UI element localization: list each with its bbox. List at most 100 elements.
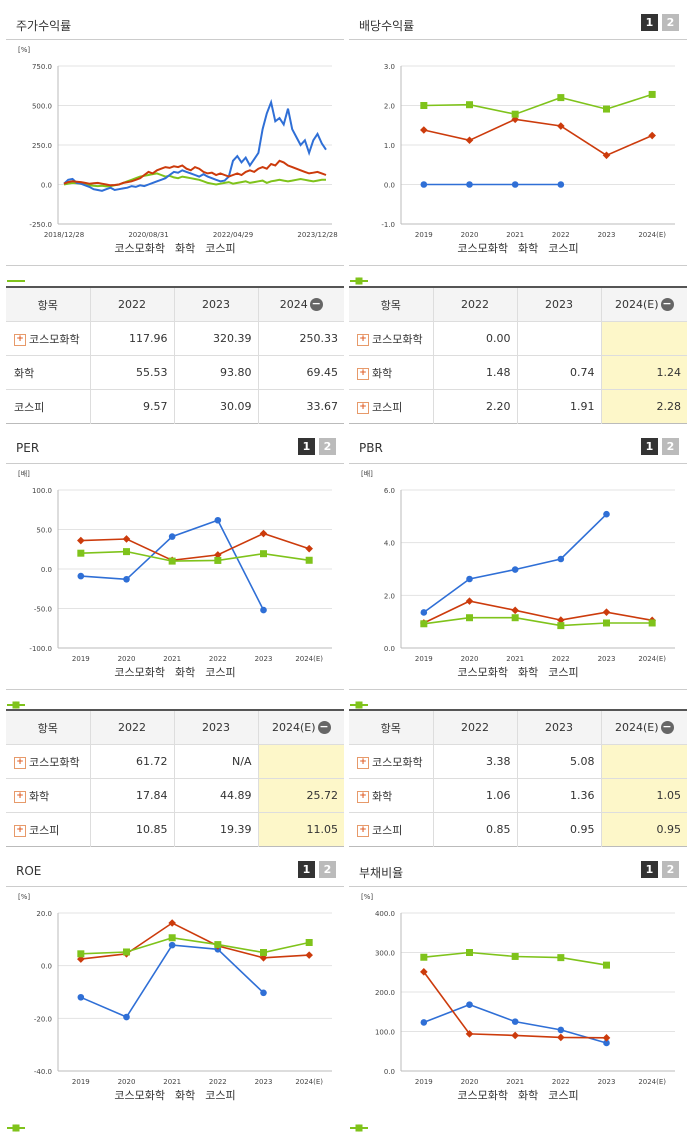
collapse-icon[interactable]: − — [309, 297, 323, 312]
legend-item-market: 코스피 — [350, 240, 579, 285]
x-tick-label: 2019 — [415, 655, 433, 663]
expand-icon[interactable]: + — [357, 756, 369, 769]
legend-label: 코스모화학 — [114, 242, 165, 255]
view-button-1[interactable]: 1 — [641, 438, 658, 455]
legend-label: 코스모화학 — [114, 1089, 165, 1102]
x-tick-label: 2021 — [506, 655, 524, 663]
expand-icon[interactable]: + — [14, 333, 26, 346]
view-button-1[interactable]: 1 — [298, 438, 315, 455]
row-label: 코스모화학 — [29, 755, 80, 769]
data-point-industry — [77, 955, 85, 963]
y-tick-label: 100.0 — [375, 1029, 395, 1037]
divider — [349, 39, 687, 40]
view-toggle: 1 2 — [298, 861, 336, 878]
expand-icon[interactable]: + — [14, 756, 26, 769]
column-header-label: 2024(E) — [614, 297, 659, 311]
expand-icon[interactable]: + — [14, 824, 26, 837]
row-label-cell[interactable]: + 화학 — [6, 778, 90, 813]
row-label-cell[interactable]: + 코스피 — [349, 812, 433, 847]
view-button-2[interactable]: 2 — [662, 861, 679, 878]
value-cell: 1.24 — [600, 355, 687, 390]
row-label-cell[interactable]: + 코스모화학 — [6, 321, 90, 356]
row-label-cell[interactable]: + 코스모화학 — [349, 744, 433, 779]
column-header: 2024(E) − — [600, 287, 687, 322]
legend-label: 코스모화학 — [457, 242, 508, 255]
view-button-1[interactable]: 1 — [298, 861, 315, 878]
value-cell: 1.36 — [516, 778, 601, 813]
data-point-company — [466, 575, 473, 583]
y-tick-label: 4.0 — [384, 540, 395, 548]
expand-icon[interactable]: + — [357, 333, 369, 346]
row-label-cell[interactable]: + 화학 — [349, 778, 433, 813]
collapse-icon[interactable]: − — [317, 720, 331, 735]
data-point-company — [511, 181, 519, 188]
y-tick-label: 1.0 — [384, 142, 395, 150]
column-header: 항목 — [349, 710, 433, 745]
legend-swatch-icon — [350, 1124, 368, 1132]
view-button-2[interactable]: 2 — [319, 861, 336, 878]
expand-icon[interactable]: + — [14, 790, 26, 803]
legend-item-industry: 화학 — [350, 1087, 538, 1132]
per-panel: PER 1 2 [배] 100.0 50.0 0.0 -50.0 -100.0 2019 20… — [6, 432, 344, 709]
column-header: 항목 — [6, 710, 90, 745]
table-header-row: 항목 2022 2023 2024(E) − — [349, 287, 687, 322]
data-point-company — [420, 1019, 428, 1026]
data-point-industry — [557, 616, 565, 624]
view-button-2[interactable]: 2 — [662, 14, 679, 31]
expand-icon[interactable]: + — [357, 401, 369, 414]
row-label-cell[interactable]: + 코스모화학 — [349, 321, 433, 356]
y-tick-label: -1.0 — [381, 221, 395, 229]
column-header-label: 항목 — [37, 298, 58, 312]
per-table: 항목 2022 2023 2024(E) − + 코스모화학 61.72 N/A + 화학 17.84… — [6, 709, 344, 847]
x-tick-label: 2022 — [552, 655, 570, 663]
dividend-table: 항목 2022 2023 2024(E) − + 코스모화학 0.00 + 화학 1.48 0.74 1… — [349, 286, 687, 424]
divider — [6, 689, 344, 690]
series-line-market — [63, 172, 326, 188]
y-unit-label: [%] — [361, 893, 373, 901]
collapse-icon[interactable]: − — [660, 720, 674, 735]
column-header: 2024− — [257, 287, 344, 322]
row-label-cell[interactable]: + 코스모화학 — [6, 744, 90, 779]
collapse-icon[interactable]: − — [660, 297, 674, 312]
view-button-2[interactable]: 2 — [319, 438, 336, 455]
data-point-industry — [602, 1034, 611, 1042]
data-point-company — [77, 993, 85, 1001]
value-cell: 0.00 — [432, 321, 517, 356]
panel-title: PBR — [359, 441, 383, 455]
row-label: 화학 — [29, 789, 50, 803]
row-label: 코스피 — [372, 400, 403, 414]
view-button-1[interactable]: 1 — [641, 861, 658, 878]
legend-item-market: 코스피 — [7, 664, 236, 709]
view-button-2[interactable]: 2 — [662, 438, 679, 455]
column-header-label: 2022 — [118, 721, 146, 734]
value-cell: 17.84 — [89, 778, 174, 813]
row-label: 코스모화학 — [29, 332, 80, 346]
x-tick-label: 2021 — [163, 1078, 181, 1086]
expand-icon[interactable]: + — [357, 824, 369, 837]
data-point-market — [603, 961, 610, 969]
y-tick-label: 0.0 — [384, 645, 395, 653]
column-header: 항목 — [349, 287, 433, 322]
row-label-cell[interactable]: + 코스피 — [6, 812, 90, 847]
expand-icon[interactable]: + — [357, 367, 369, 380]
legend-item-company: 코스모화학 — [350, 664, 508, 709]
legend-item-market: 코스피 — [7, 240, 236, 282]
row-label-cell[interactable]: + 화학 — [349, 355, 433, 390]
value-cell: 93.80 — [173, 355, 258, 390]
panel-title: 부채비율 — [359, 866, 404, 880]
pbr-chart: [배] 6.0 4.0 2.0 0.0 2019 2020 2021 2022 2023 2024(… — [361, 469, 675, 663]
row-label: 화학 — [372, 366, 393, 380]
debt-ratio-chart: [%] 400.0 300.0 200.0 100.0 0.0 2019 2020 2021 20… — [361, 893, 675, 1086]
divider — [349, 689, 687, 690]
row-label-cell[interactable]: + 코스피 — [349, 389, 433, 424]
data-point-industry — [420, 968, 428, 976]
series-line-industry — [80, 922, 310, 960]
data-point-industry — [648, 131, 656, 140]
expand-icon[interactable]: + — [357, 790, 369, 803]
data-point-company — [168, 533, 176, 540]
view-button-1[interactable]: 1 — [641, 14, 658, 31]
series-line-market — [423, 616, 653, 627]
table-row: + 코스모화학 3.38 5.08 — [349, 744, 687, 779]
data-point-market — [466, 949, 473, 956]
data-point-industry — [511, 1031, 519, 1040]
